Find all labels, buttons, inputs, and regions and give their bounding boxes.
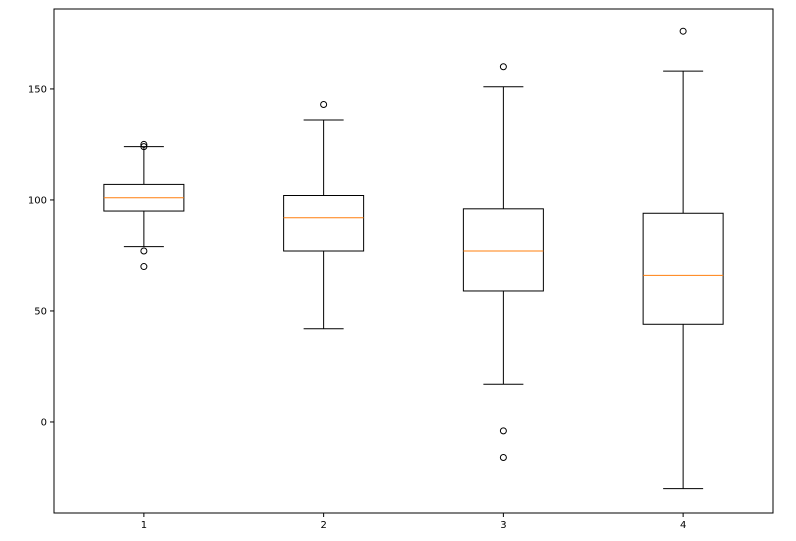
- iqr-box: [283, 195, 365, 252]
- outlier-point: [499, 453, 507, 461]
- outlier-point: [499, 427, 507, 435]
- boxes: [103, 27, 724, 490]
- y-tick-label: 50: [34, 306, 47, 317]
- outlier-point: [320, 100, 328, 108]
- x-tick-label: 3: [500, 520, 506, 531]
- outlier-point: [499, 63, 507, 71]
- plot-area: [53, 8, 774, 514]
- outlier-point: [140, 247, 148, 255]
- outlier-point: [140, 143, 148, 151]
- x-tick-label: 4: [680, 520, 686, 531]
- x-tick-label: 2: [320, 520, 326, 531]
- x-axis: 1 2 3 4: [141, 513, 686, 531]
- box-group-4: [642, 27, 724, 490]
- box-group-2: [283, 100, 365, 330]
- box-group-3: [462, 63, 544, 461]
- y-axis: 0 50 100 150: [28, 84, 54, 428]
- outlier-point: [679, 27, 687, 35]
- y-tick-label: 0: [41, 417, 47, 428]
- y-tick-label: 100: [28, 195, 47, 206]
- outlier-point: [140, 140, 148, 148]
- y-tick-label: 150: [28, 84, 47, 95]
- box-group-1: [103, 140, 185, 271]
- iqr-box: [462, 208, 544, 292]
- iqr-box: [642, 212, 724, 325]
- outlier-point: [140, 263, 148, 271]
- x-tick-label: 1: [141, 520, 147, 531]
